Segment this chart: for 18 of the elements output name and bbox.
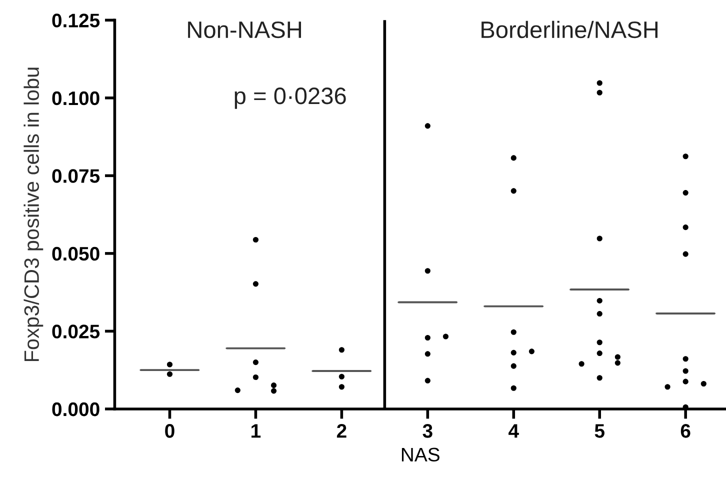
y-tick-label: 0.075 xyxy=(52,169,100,183)
y-axis-title: Foxp3/CD3 positive cells in lobu xyxy=(24,68,44,362)
y-tick-label: 0.125 xyxy=(52,14,100,28)
annotation: Borderline/NASH xyxy=(482,20,658,38)
y-tick-label: 0.100 xyxy=(52,91,100,106)
x-tick-label: 0 xyxy=(165,424,174,438)
x-axis-title: NAS xyxy=(402,448,440,462)
y-tick-label: 0.000 xyxy=(52,402,100,416)
x-tick-label: 5 xyxy=(594,424,604,438)
x-tick-label: 2 xyxy=(336,424,346,438)
y-tick-label: 0.050 xyxy=(52,246,100,261)
x-tick-label: 4 xyxy=(508,424,519,438)
x-tick-label: 6 xyxy=(680,424,690,438)
x-tick-label: 1 xyxy=(252,424,261,438)
annotation: Non-NASH xyxy=(188,21,301,38)
x-tick-label: 3 xyxy=(422,424,432,438)
annotation: p = 0·0236 xyxy=(234,88,346,109)
y-tick-label: 0.025 xyxy=(52,324,100,338)
